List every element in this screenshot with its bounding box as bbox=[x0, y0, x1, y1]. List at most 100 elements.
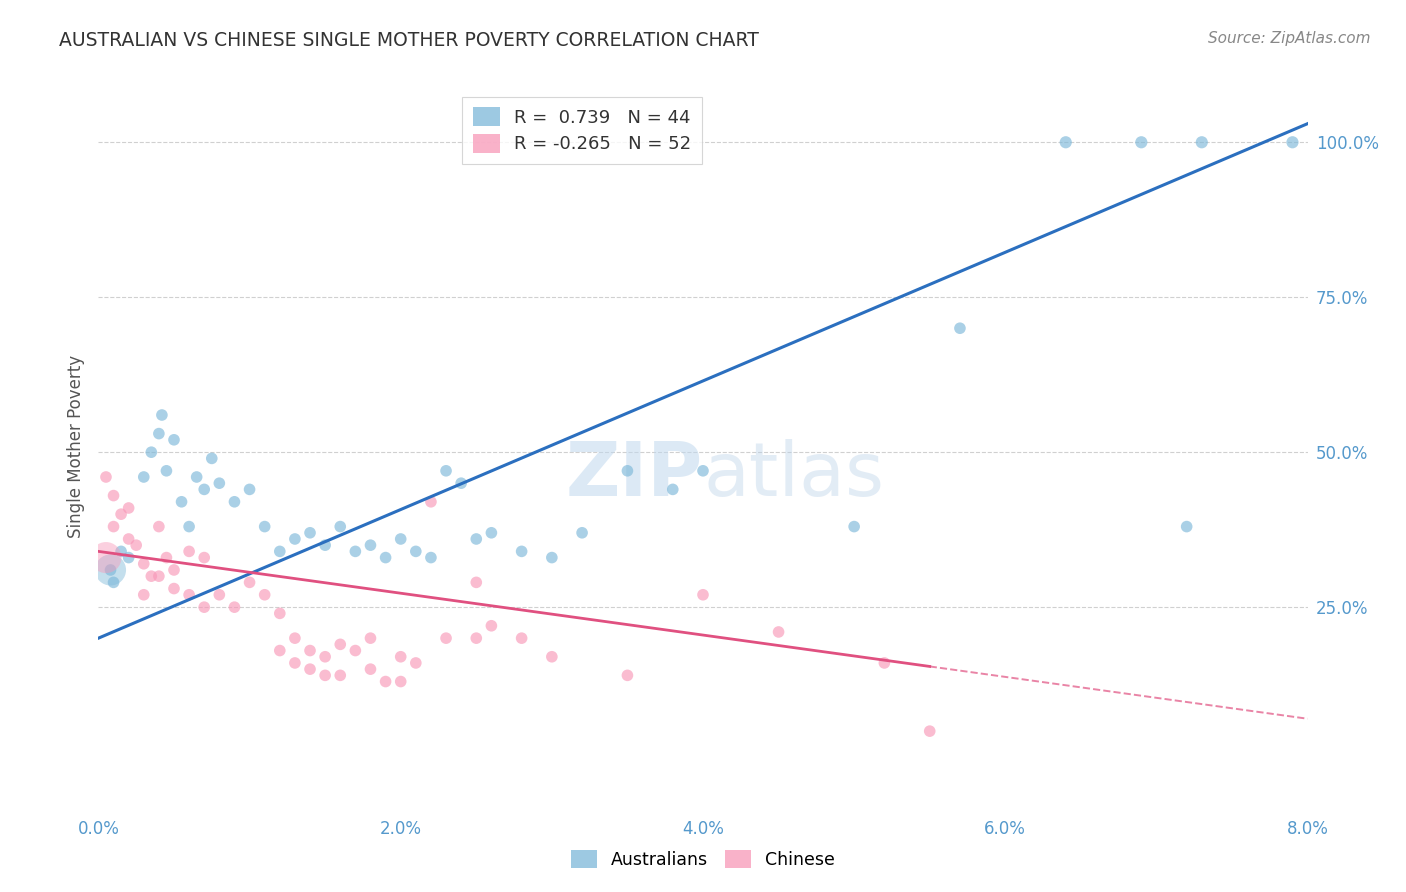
Point bbox=[239, 575, 262, 590]
Point bbox=[170, 495, 193, 509]
Y-axis label: Single Mother Poverty: Single Mother Poverty bbox=[66, 354, 84, 538]
Point bbox=[844, 519, 866, 533]
Point bbox=[1191, 135, 1213, 149]
Text: ZIP: ZIP bbox=[565, 439, 703, 512]
Point bbox=[571, 525, 593, 540]
Point bbox=[179, 519, 201, 533]
Text: AUSTRALIAN VS CHINESE SINGLE MOTHER POVERTY CORRELATION CHART: AUSTRALIAN VS CHINESE SINGLE MOTHER POVE… bbox=[59, 31, 759, 50]
Point bbox=[465, 532, 488, 546]
Point bbox=[94, 550, 117, 565]
Point bbox=[616, 464, 638, 478]
Point bbox=[269, 643, 291, 657]
Point bbox=[510, 631, 533, 645]
Point bbox=[208, 476, 231, 491]
Point bbox=[118, 550, 141, 565]
Point bbox=[299, 643, 322, 657]
Point bbox=[405, 656, 427, 670]
Point bbox=[179, 544, 201, 558]
Point bbox=[118, 500, 141, 515]
Point bbox=[616, 668, 638, 682]
Point bbox=[692, 588, 714, 602]
Legend: R =  0.739   N = 44, R = -0.265   N = 52: R = 0.739 N = 44, R = -0.265 N = 52 bbox=[463, 96, 702, 164]
Point bbox=[284, 532, 307, 546]
Point bbox=[329, 668, 352, 682]
Point bbox=[405, 544, 427, 558]
Point bbox=[1130, 135, 1153, 149]
Point bbox=[873, 656, 896, 670]
Point bbox=[208, 588, 231, 602]
Point bbox=[1281, 135, 1303, 149]
Point bbox=[94, 470, 117, 484]
Point bbox=[360, 662, 382, 676]
Point bbox=[132, 470, 155, 484]
Point bbox=[125, 538, 148, 552]
Point bbox=[389, 532, 412, 546]
Point bbox=[329, 519, 352, 533]
Point bbox=[389, 674, 412, 689]
Point bbox=[110, 507, 132, 521]
Point bbox=[314, 538, 336, 552]
Point bbox=[141, 569, 163, 583]
Point bbox=[465, 631, 488, 645]
Point bbox=[163, 582, 186, 596]
Point bbox=[239, 483, 262, 497]
Point bbox=[269, 544, 291, 558]
Point bbox=[224, 600, 246, 615]
Point bbox=[103, 575, 125, 590]
Legend: Australians, Chinese: Australians, Chinese bbox=[564, 844, 842, 876]
Point bbox=[186, 470, 208, 484]
Point bbox=[329, 637, 352, 651]
Point bbox=[540, 649, 562, 664]
Point bbox=[110, 544, 132, 558]
Point bbox=[284, 656, 307, 670]
Point bbox=[155, 464, 177, 478]
Point bbox=[949, 321, 972, 335]
Point bbox=[201, 451, 224, 466]
Text: Source: ZipAtlas.com: Source: ZipAtlas.com bbox=[1208, 31, 1371, 46]
Point bbox=[193, 550, 215, 565]
Point bbox=[314, 649, 336, 664]
Point bbox=[148, 569, 170, 583]
Point bbox=[510, 544, 533, 558]
Point bbox=[299, 662, 322, 676]
Point bbox=[100, 563, 122, 577]
Point bbox=[148, 519, 170, 533]
Point bbox=[420, 495, 443, 509]
Point bbox=[481, 619, 503, 633]
Point bbox=[314, 668, 336, 682]
Point bbox=[1175, 519, 1198, 533]
Point bbox=[141, 445, 163, 459]
Point bbox=[163, 433, 186, 447]
Point bbox=[768, 624, 790, 639]
Point bbox=[692, 464, 714, 478]
Point bbox=[918, 724, 941, 739]
Point bbox=[420, 550, 443, 565]
Point bbox=[450, 476, 472, 491]
Point bbox=[481, 525, 503, 540]
Point bbox=[118, 532, 141, 546]
Point bbox=[1054, 135, 1077, 149]
Point bbox=[150, 408, 173, 422]
Point bbox=[193, 600, 215, 615]
Point bbox=[103, 489, 125, 503]
Point bbox=[224, 495, 246, 509]
Point bbox=[179, 588, 201, 602]
Point bbox=[299, 525, 322, 540]
Point bbox=[374, 550, 396, 565]
Point bbox=[540, 550, 562, 565]
Point bbox=[253, 588, 276, 602]
Point bbox=[465, 575, 488, 590]
Point bbox=[374, 674, 396, 689]
Text: atlas: atlas bbox=[703, 439, 884, 512]
Point bbox=[389, 649, 412, 664]
Point bbox=[284, 631, 307, 645]
Point bbox=[100, 563, 122, 577]
Point bbox=[661, 483, 683, 497]
Point bbox=[253, 519, 276, 533]
Point bbox=[434, 631, 457, 645]
Point bbox=[434, 464, 457, 478]
Point bbox=[132, 588, 155, 602]
Point bbox=[148, 426, 170, 441]
Point bbox=[360, 538, 382, 552]
Point bbox=[132, 557, 155, 571]
